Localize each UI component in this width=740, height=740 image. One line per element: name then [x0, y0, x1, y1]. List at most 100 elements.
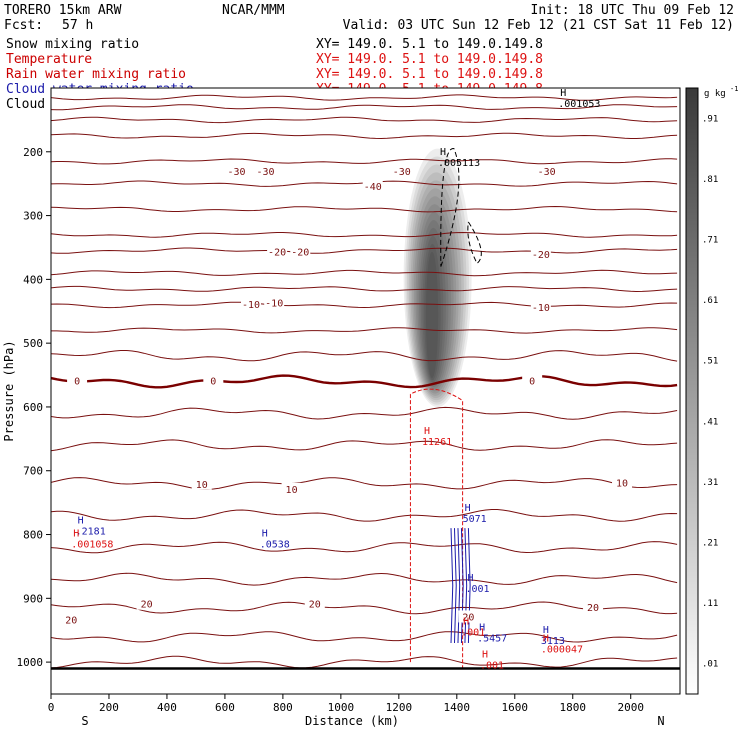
isotherm-line	[51, 509, 678, 522]
cloud-water-contour	[467, 528, 471, 643]
plot-frame	[50, 87, 681, 695]
isotherm-line	[51, 158, 678, 165]
legend-name: Rain water mixing ratio	[6, 67, 186, 82]
legend-xy: XY= 149.0. 5.1 to 149.0.149.8	[316, 67, 543, 82]
temperature-label-bg	[226, 165, 247, 178]
ice-contour	[467, 221, 482, 265]
temperature-label-bg	[267, 245, 288, 258]
colorbar-level-label: .11	[702, 599, 718, 609]
model-title: TORERO 15km ARW	[4, 3, 122, 18]
cloud-water-contour	[464, 528, 468, 643]
x-tick-label: 800	[273, 701, 293, 714]
temperature-label: 20	[462, 612, 474, 623]
snow-plume-shade	[410, 180, 462, 399]
temperature-label-bg	[191, 477, 212, 490]
y-tick-label: 200	[23, 146, 43, 159]
temperature-label: -40	[364, 182, 382, 193]
temperature-label-bg	[61, 613, 82, 626]
y-tick-label: 700	[23, 465, 43, 478]
colorbar-level-label: .31	[702, 478, 718, 488]
snow-plume-shade	[415, 204, 454, 392]
snow-plume-shade	[419, 219, 449, 387]
temperature-label-bg	[612, 476, 633, 489]
temperature-label: 20	[65, 616, 77, 627]
maximum-marker-h: H	[262, 528, 268, 539]
north-end-label: N	[657, 714, 664, 728]
temperature-label: 20	[141, 600, 153, 611]
maximum-marker-h: H	[465, 503, 471, 514]
snow-contour	[440, 148, 460, 267]
maximum-marker-h: H	[463, 616, 469, 627]
maximum-value-label: .000047	[541, 645, 583, 656]
temperature-label-bg	[241, 297, 262, 310]
temperature-label: 10	[616, 478, 628, 489]
temperature-label-bg	[290, 245, 311, 258]
isotherm-line	[51, 631, 678, 643]
isotherm-line	[51, 205, 678, 213]
x-tick-label: 1800	[560, 701, 587, 714]
colorbar-level-label: .61	[702, 296, 718, 306]
colorbar-level-label: .01	[702, 660, 718, 670]
temperature-label-bg	[458, 610, 479, 623]
isotherm-line	[51, 406, 678, 420]
temperature-label-bg	[304, 597, 325, 610]
x-tick-label: 0	[48, 701, 55, 714]
x-tick-label: 1000	[328, 701, 355, 714]
maximum-marker-h: H	[73, 528, 79, 539]
isotherm-line	[51, 285, 678, 293]
isotherm-line	[51, 439, 678, 452]
snow-plume-shade	[420, 227, 446, 385]
maximum-marker-h: H	[440, 147, 446, 158]
temperature-label: 20	[309, 600, 321, 611]
cloud-water-contour	[450, 528, 454, 643]
snow-plume-shade	[425, 251, 439, 379]
temperature-label-bg	[522, 374, 543, 387]
temperature-label-bg	[391, 165, 412, 178]
maximum-value-label: .0538	[260, 539, 290, 550]
temperature-label-bg	[203, 374, 224, 387]
temperature-label: -30	[256, 167, 274, 178]
temperature-label: -20	[291, 248, 309, 259]
isotherm-line	[51, 655, 678, 669]
y-axis-label: Pressure (hPa)	[2, 340, 16, 441]
maximum-marker-h: H	[543, 625, 549, 636]
maximum-marker-h: H	[543, 634, 549, 645]
temperature-label-bg	[583, 600, 604, 613]
snow-plume-shade	[408, 172, 464, 401]
init-time: Init: 18 UTC Thu 09 Feb 12	[531, 3, 735, 18]
legend-xy: XY= 149.0. 5.1 to 149.0.149.8	[316, 52, 543, 67]
temperature-label: -10	[265, 299, 283, 310]
maximum-marker-h: H	[560, 88, 566, 99]
temperature-label-bg	[136, 597, 157, 610]
legend-name: Temperature	[6, 52, 92, 67]
temperature-label-bg	[362, 179, 383, 192]
x-tick-label: 2000	[617, 701, 644, 714]
temperature-label: -10	[242, 300, 260, 311]
temperature-label: -30	[538, 167, 556, 178]
maximum-marker-h: H	[468, 573, 474, 584]
colorbar	[685, 87, 699, 695]
maximum-value-label: .5457	[477, 634, 507, 645]
isotherm-line	[51, 132, 678, 140]
snow-plume-shade	[424, 243, 441, 381]
isotherm-line	[51, 572, 678, 586]
y-tick-label: 1000	[17, 656, 44, 669]
isotherm-line	[51, 601, 678, 615]
temperature-label-bg	[255, 165, 276, 178]
x-axis-label: Distance (km)	[305, 714, 399, 728]
maximum-marker-h: H	[482, 649, 488, 660]
maximum-marker-h: H	[424, 426, 430, 437]
fcst-value: 57 h	[62, 18, 93, 33]
temperature-label-bg	[67, 374, 88, 387]
snow-plume-shade	[405, 156, 470, 405]
x-tick-label: 1400	[444, 701, 471, 714]
isotherm-line	[51, 269, 678, 277]
maximum-value-label: .001	[480, 660, 504, 671]
cloud-water-contour	[453, 528, 457, 643]
maximum-value-label: .001058	[71, 539, 113, 550]
temperature-label: -20	[532, 250, 550, 261]
snow-plume-shade	[407, 164, 467, 403]
colorbar-unit-superscript: -1	[730, 85, 738, 93]
x-tick-label: 200	[99, 701, 119, 714]
